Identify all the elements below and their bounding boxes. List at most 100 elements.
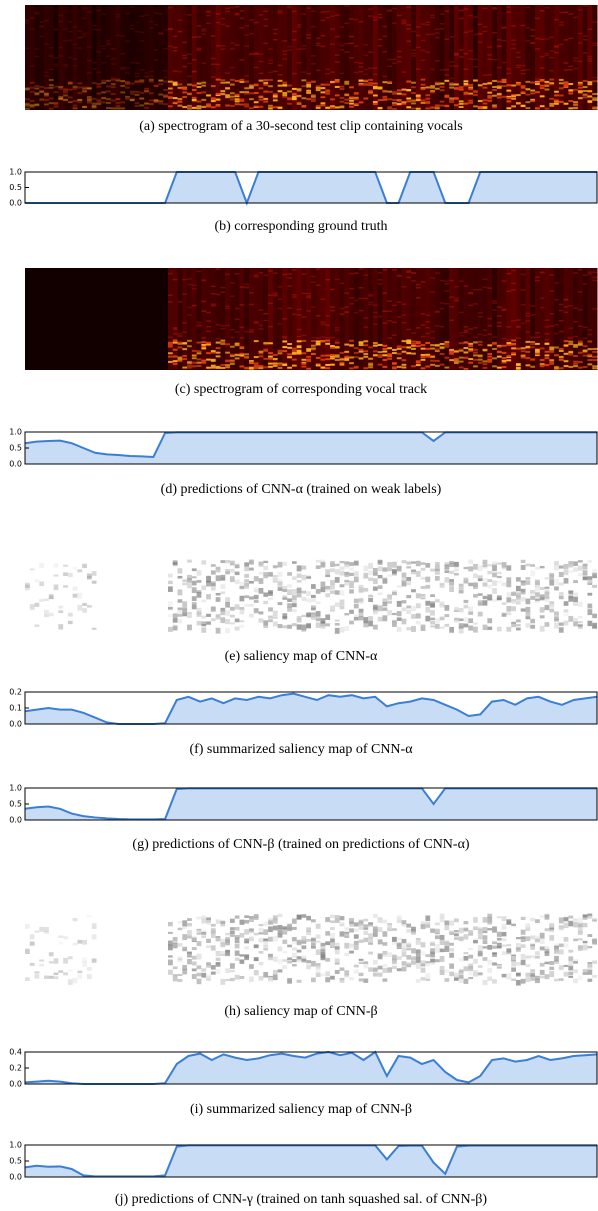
image-band <box>173 47 178 49</box>
image-band <box>287 98 292 100</box>
saliency-speck <box>478 565 483 571</box>
image-band <box>235 354 240 356</box>
saliency-speck <box>483 596 488 599</box>
saliency-speck <box>349 581 354 586</box>
saliency-speck <box>373 586 378 590</box>
image-band <box>492 86 497 88</box>
image-column <box>97 268 102 370</box>
image-band <box>459 335 464 337</box>
saliency-speck <box>321 974 326 977</box>
image-band <box>521 70 526 72</box>
caption: (b) corresponding ground truth <box>214 219 387 234</box>
saliency-speck <box>335 590 340 594</box>
saliency-speck <box>444 566 449 570</box>
saliency-speck <box>435 959 440 962</box>
image-band <box>545 7 550 9</box>
saliency-speck <box>578 931 583 935</box>
saliency-speck <box>535 580 540 585</box>
image-band <box>573 361 578 363</box>
image-band <box>545 364 550 366</box>
image-band <box>263 25 268 27</box>
saliency-speck <box>92 571 97 576</box>
image-band <box>502 345 507 347</box>
saliency-speck <box>187 924 192 927</box>
image-band <box>502 357 507 359</box>
saliency-speck <box>278 959 283 964</box>
saliency-speck <box>421 562 426 564</box>
image-band <box>168 346 173 348</box>
saliency-speck <box>73 978 78 983</box>
saliency-speck <box>473 917 478 923</box>
image-band <box>483 87 488 89</box>
saliency-speck <box>306 612 311 617</box>
image-band <box>506 339 511 341</box>
saliency-speck <box>411 606 416 611</box>
image-band <box>154 49 159 51</box>
image-band <box>220 79 225 81</box>
saliency-speck <box>473 627 478 633</box>
image-band <box>573 58 578 60</box>
image-column <box>378 5 383 110</box>
image-band <box>354 272 359 274</box>
saliency-speck <box>187 918 192 921</box>
saliency-speck <box>573 978 578 982</box>
image-band <box>87 88 92 90</box>
image-band <box>554 299 559 301</box>
saliency-speck <box>549 967 554 970</box>
image-band <box>392 366 397 368</box>
saliency-speck <box>49 613 54 617</box>
image-band <box>578 82 583 84</box>
saliency-speck <box>87 915 92 917</box>
saliency-speck <box>292 964 297 966</box>
image-band <box>416 327 421 329</box>
saliency-speck <box>278 572 283 577</box>
image-band <box>273 106 278 108</box>
saliency-speck <box>592 961 597 964</box>
image-band <box>259 272 264 274</box>
saliency-speck <box>573 969 578 973</box>
image-band <box>182 348 187 350</box>
image-band <box>545 326 550 328</box>
saliency-speck <box>516 628 521 631</box>
image-band <box>173 342 178 344</box>
image-band <box>287 91 292 93</box>
image-column <box>220 268 225 370</box>
image-band <box>97 86 102 88</box>
saliency-speck <box>58 970 63 973</box>
saliency-speck <box>297 980 302 983</box>
saliency-speck <box>201 968 206 971</box>
saliency-speck <box>421 577 426 579</box>
saliency-speck <box>306 916 311 921</box>
saliency-speck <box>344 613 349 615</box>
image-band <box>201 279 206 281</box>
image-band <box>301 97 306 99</box>
saliency-speck <box>178 589 183 595</box>
image-band <box>502 308 507 310</box>
image-band <box>149 81 154 83</box>
image-band <box>483 83 488 85</box>
saliency-speck <box>354 571 359 575</box>
image-band <box>549 325 554 327</box>
image-band <box>459 357 464 359</box>
image-column <box>549 268 554 370</box>
image-band <box>220 328 225 330</box>
image-band <box>564 365 569 367</box>
saliency-speck <box>220 560 225 563</box>
image-band <box>120 85 125 87</box>
image-column <box>240 5 245 110</box>
image-band <box>406 339 411 341</box>
image-band <box>216 355 221 357</box>
image-band <box>316 340 321 342</box>
image-band <box>521 65 526 67</box>
saliency-speck <box>349 610 354 614</box>
image-band <box>230 48 235 50</box>
saliency-speck <box>516 577 521 581</box>
image-band <box>220 82 225 84</box>
image-band <box>545 88 550 90</box>
saliency-speck <box>487 928 492 930</box>
image-band <box>444 290 449 292</box>
image-band <box>435 107 440 109</box>
saliency-speck <box>316 565 321 569</box>
image-band <box>235 44 240 46</box>
saliency-speck <box>240 620 245 622</box>
